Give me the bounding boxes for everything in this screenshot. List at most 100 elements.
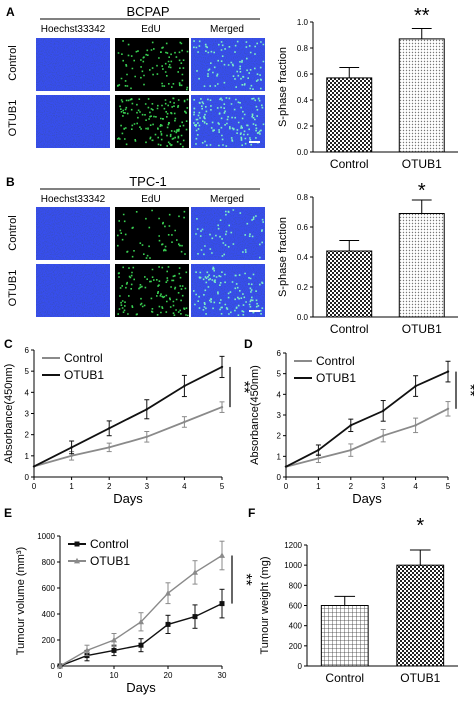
bar-f-0	[320, 605, 369, 667]
point-d-1-4	[414, 384, 417, 388]
cell-line-title-a: BCPAP	[126, 4, 169, 19]
point-e-1-2	[111, 636, 117, 643]
panel-letter-c: C	[4, 337, 13, 351]
y-tick-label-c-4: 4	[25, 388, 30, 397]
y-tick-label-c-2: 2	[25, 431, 30, 440]
micrograph-b-r0-c2-edu-spots	[195, 209, 264, 259]
point-d-1-0	[284, 465, 288, 468]
col-label-edu-b: EdU	[141, 194, 160, 205]
panel-letter-b: B	[6, 175, 15, 189]
y-tick-label-a-3: 0.6	[297, 70, 309, 79]
bar-f-1	[396, 564, 445, 667]
x-tick-label-b-1: OTUB1	[402, 322, 442, 336]
micrograph-a-r0-c2-edu-spots	[193, 40, 265, 90]
x-tick-label-b-0: Control	[330, 322, 369, 336]
x-tick-label-e-0: 0	[58, 671, 63, 680]
significance-f: *	[416, 515, 424, 537]
y-tick-label-a-4: 0.8	[297, 44, 309, 53]
x-tick-label-c-2: 2	[107, 482, 112, 491]
panel-letter-a: A	[6, 5, 15, 19]
y-tick-label-b-4: 0.8	[297, 193, 309, 202]
y-tick-label-f-4: 800	[289, 581, 303, 590]
y-tick-label-d-3: 3	[277, 411, 282, 420]
point-e-1-1	[84, 647, 90, 653]
significance-a: **	[414, 5, 430, 27]
y-axis-label-c: Absorbance(450nm)	[3, 364, 15, 464]
point-c-1-1	[70, 446, 73, 449]
point-e-1-5	[192, 569, 198, 575]
y-tick-label-e-2: 400	[42, 610, 56, 619]
cell-line-title-b: TPC-1	[129, 174, 167, 189]
legend-label-e-1: OTUB1	[90, 554, 130, 568]
point-c-0-3	[145, 435, 148, 438]
series-line-d-0	[285, 407, 449, 468]
micrograph-grid-b	[36, 207, 265, 317]
row-label-otub1-a: OTUB1	[7, 100, 19, 137]
point-c-1-4	[183, 384, 186, 388]
micrograph-a-r1-c0-texture	[36, 95, 110, 148]
x-tick-label-e-3: 30	[218, 671, 227, 680]
legend-label-c-0: Control	[64, 351, 103, 365]
x-tick-label-d-4: 4	[413, 482, 418, 491]
x-tick-label-c-4: 4	[182, 482, 187, 491]
x-axis-label-c: Days	[113, 491, 143, 506]
y-axis-label-a: S-phase fraction	[277, 47, 289, 127]
micrograph-grid-a	[36, 38, 265, 148]
bar-b-1	[398, 213, 445, 318]
micrograph-a-r1-c1-edu-spots	[117, 97, 189, 148]
y-tick-label-a-0: 0.0	[297, 148, 309, 157]
x-tick-label-d-1: 1	[316, 482, 321, 491]
point-d-1-3	[382, 409, 385, 413]
y-tick-label-c-6: 6	[25, 346, 30, 355]
y-axis-label-d: Absorbance(450nm)	[249, 365, 261, 465]
point-d-0-4	[414, 424, 417, 427]
y-tick-label-b-3: 0.6	[297, 223, 309, 232]
point-e-1-4	[165, 590, 171, 596]
legend-label-d-0: Control	[316, 354, 355, 368]
micrograph-b-r0-c2-texture	[191, 207, 265, 260]
x-tick-label-c-3: 3	[145, 482, 150, 491]
point-e-0-4	[165, 621, 171, 627]
y-tick-label-e-5: 1000	[37, 532, 55, 541]
y-tick-label-a-2: 0.4	[297, 96, 309, 105]
point-c-0-5	[220, 405, 224, 409]
x-axis-label-e: Days	[126, 680, 156, 695]
y-tick-label-c-5: 5	[25, 367, 30, 376]
x-tick-label-e-2: 20	[164, 671, 173, 680]
point-c-0-4	[183, 420, 186, 424]
point-c-1-3	[145, 408, 148, 411]
point-e-0-6	[219, 601, 225, 607]
row-label-otub1-b: OTUB1	[7, 270, 19, 307]
point-d-0-2	[349, 448, 352, 452]
point-e-1-0	[57, 662, 63, 669]
x-tick-label-c-0: 0	[32, 482, 37, 491]
point-e-0-5	[192, 614, 198, 620]
y-tick-label-f-1: 200	[289, 642, 303, 651]
col-label-merged-a: Merged	[210, 24, 244, 35]
micrograph-b-r0-c1	[115, 207, 189, 260]
y-tick-label-f-2: 400	[289, 622, 303, 631]
panel-letter-f: F	[248, 506, 255, 520]
y-tick-label-c-0: 0	[25, 473, 30, 482]
x-tick-label-e-1: 10	[110, 671, 119, 680]
col-label-edu-a: EdU	[141, 24, 160, 35]
panel-letter-d: D	[244, 337, 253, 351]
y-tick-label-d-1: 1	[277, 452, 282, 461]
x-tick-label-d-0: 0	[284, 482, 289, 491]
series-line-c-1	[33, 366, 223, 468]
legend-label-e-0: Control	[90, 537, 129, 551]
x-tick-label-a-0: Control	[330, 157, 369, 171]
x-tick-label-f-1: OTUB1	[400, 671, 440, 685]
x-tick-label-c-5: 5	[220, 482, 225, 491]
bar-b-0	[326, 250, 373, 318]
point-d-0-1	[317, 457, 320, 460]
x-axis-label-d: Days	[352, 491, 382, 506]
micrograph-b-r0-c0-texture	[36, 207, 110, 260]
legend-label-c-1: OTUB1	[64, 368, 104, 382]
point-d-1-2	[349, 424, 352, 427]
x-tick-label-c-1: 1	[69, 482, 74, 491]
col-label-hoechst-b: Hoechst33342	[41, 194, 106, 205]
micrograph-a-r0-c1	[115, 38, 189, 91]
y-tick-label-f-0: 0	[298, 662, 303, 671]
